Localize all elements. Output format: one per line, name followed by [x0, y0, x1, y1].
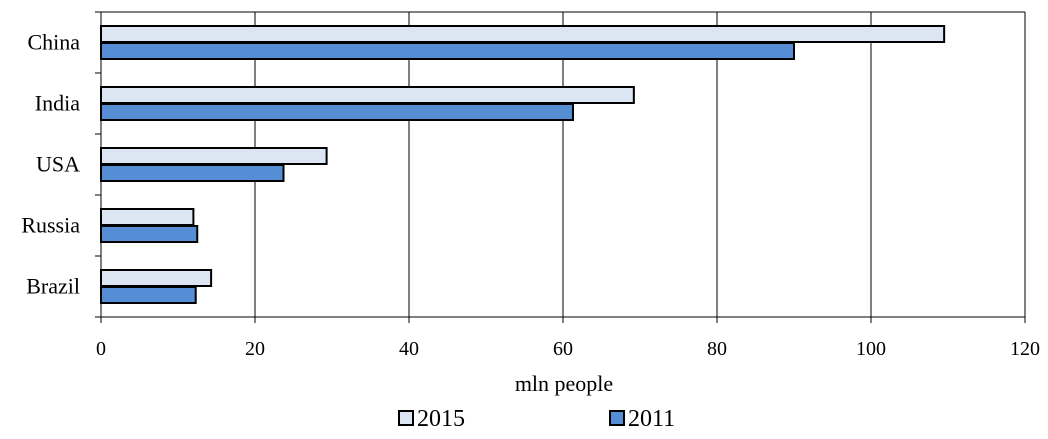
legend-label-2011: 2011 — [628, 406, 675, 432]
axes — [95, 11, 1026, 323]
bar-brazil-2011 — [100, 286, 197, 304]
x-tick-label: 100 — [856, 338, 886, 360]
x-tick-label: 60 — [553, 338, 573, 360]
category-label-russia: Russia — [21, 213, 80, 238]
x-tick-label: 20 — [245, 338, 265, 360]
category-label-china: China — [27, 30, 80, 55]
x-tick-label: 40 — [399, 338, 419, 360]
x-tick-label: 0 — [96, 338, 106, 360]
legend-swatch-2015 — [398, 410, 414, 426]
category-label-brazil: Brazil — [26, 274, 80, 299]
bar-india-2015 — [100, 86, 635, 104]
bar-brazil-2015 — [100, 269, 213, 287]
bar-usa-2015 — [100, 147, 328, 165]
bar-india-2011 — [100, 103, 575, 121]
legend-label-2015: 2015 — [417, 406, 465, 432]
x-tick-label: 120 — [1010, 338, 1040, 360]
bar-china-2015 — [100, 25, 946, 43]
x-tick-label: 80 — [707, 338, 727, 360]
category-label-usa: USA — [36, 152, 80, 177]
bars — [100, 25, 946, 304]
bar-china-2011 — [100, 42, 795, 60]
labels: 0 20 40 60 80 100 120 China India USA Russia Brazil — [21, 30, 1040, 361]
bar-russia-2011 — [100, 225, 199, 243]
legend: 2015 2011 — [398, 406, 675, 432]
bar-usa-2011 — [100, 164, 285, 182]
legend-swatch-2011 — [609, 410, 625, 426]
x-axis-title: mln people — [515, 371, 613, 396]
category-label-india: India — [35, 91, 80, 116]
bar-russia-2015 — [100, 208, 195, 226]
